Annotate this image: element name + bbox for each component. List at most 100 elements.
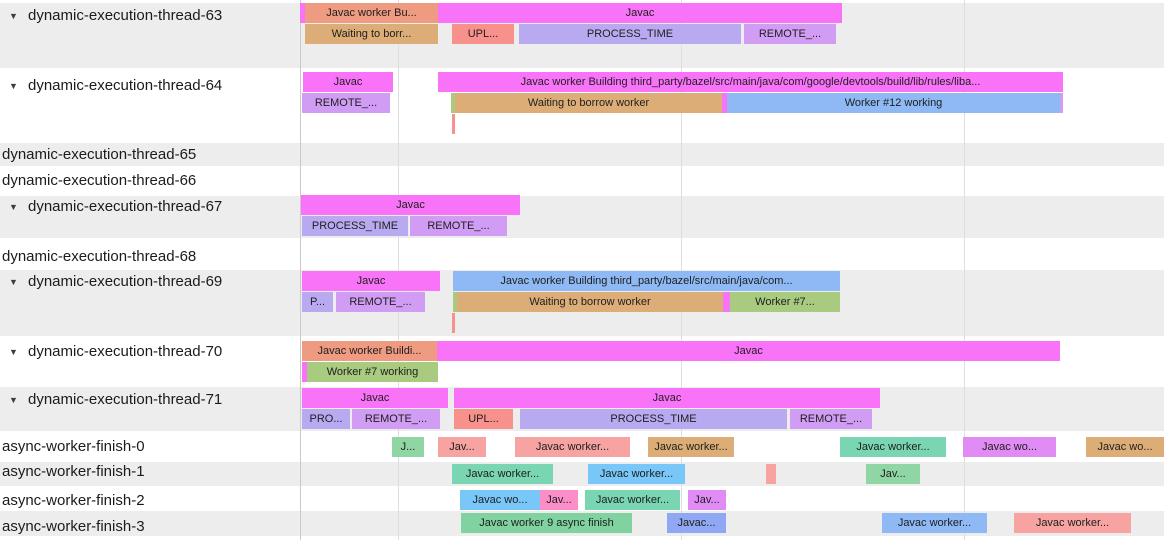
trace-slice[interactable]: Jav... <box>438 437 486 457</box>
trace-slice[interactable]: Worker #7... <box>730 292 840 312</box>
thread-name-text: dynamic-execution-thread-71 <box>28 391 223 408</box>
thread-name-text: dynamic-execution-thread-67 <box>28 198 223 215</box>
thread-label-dynamic-execution-thread-69[interactable]: ▼ dynamic-execution-thread-69 <box>0 272 222 292</box>
expand-arrow-icon[interactable]: ▼ <box>9 395 18 405</box>
thread-name-text: dynamic-execution-thread-68 <box>2 248 197 265</box>
row-band <box>0 196 1164 238</box>
trace-slice[interactable]: Javac worker Bu... <box>305 3 438 23</box>
trace-slice[interactable]: Worker #7 working <box>307 362 438 382</box>
trace-slice[interactable]: PROCESS_TIME <box>520 409 787 429</box>
thread-label-dynamic-execution-thread-66[interactable]: dynamic-execution-thread-66 <box>0 171 196 191</box>
trace-slice-sliver[interactable] <box>452 114 455 134</box>
trace-slice[interactable]: Javac worker... <box>588 464 685 484</box>
trace-slice[interactable]: Javac worker... <box>585 490 680 510</box>
trace-slice[interactable]: UPL... <box>454 409 513 429</box>
thread-label-dynamic-execution-thread-65[interactable]: dynamic-execution-thread-65 <box>0 145 196 165</box>
trace-slice-sliver[interactable] <box>1060 93 1063 113</box>
trace-slice[interactable]: J... <box>392 437 424 457</box>
trace-slice[interactable]: Javac worker... <box>882 513 987 533</box>
trace-slice[interactable]: Javac <box>303 72 393 92</box>
trace-slice[interactable]: Javac wo... <box>963 437 1056 457</box>
trace-slice[interactable]: Jav... <box>866 464 920 484</box>
trace-slice[interactable]: Javac <box>302 271 440 291</box>
trace-slice-sliver[interactable] <box>451 93 455 113</box>
trace-slice[interactable]: REMOTE_... <box>336 292 425 312</box>
thread-name-text: dynamic-execution-thread-66 <box>2 172 197 189</box>
expand-arrow-icon[interactable]: ▼ <box>9 347 18 357</box>
trace-slice-sliver[interactable] <box>722 93 727 113</box>
trace-slice[interactable]: Javac <box>437 341 1060 361</box>
trace-slice[interactable]: Javac <box>438 3 842 23</box>
trace-slice[interactable]: Waiting to borrow worker <box>457 292 723 312</box>
trace-slice[interactable]: Javac worker Buildi... <box>302 341 437 361</box>
expand-arrow-icon[interactable]: ▼ <box>9 11 18 21</box>
trace-slice[interactable]: PROCESS_TIME <box>302 216 408 236</box>
trace-slice[interactable]: Javac wo... <box>460 490 540 510</box>
trace-slice[interactable]: Jav... <box>688 490 726 510</box>
row-band <box>0 143 1164 166</box>
trace-slice-sliver[interactable] <box>453 292 457 312</box>
time-gridline <box>681 0 682 540</box>
panel-divider <box>300 0 301 540</box>
trace-slice[interactable]: Javac worker... <box>515 437 630 457</box>
trace-slice[interactable]: Javac worker... <box>1014 513 1131 533</box>
trace-slice-sliver[interactable] <box>452 313 455 333</box>
trace-slice[interactable]: REMOTE_... <box>790 409 872 429</box>
trace-slice[interactable]: Javac worker Building third_party/bazel/… <box>453 271 840 291</box>
trace-slice[interactable]: Javac <box>301 195 520 215</box>
trace-slice[interactable]: REMOTE_... <box>352 409 440 429</box>
thread-name-text: async-worker-finish-0 <box>2 438 145 455</box>
thread-label-dynamic-execution-thread-70[interactable]: ▼ dynamic-execution-thread-70 <box>0 342 222 362</box>
trace-slice[interactable]: Javac <box>302 388 448 408</box>
trace-slice[interactable]: REMOTE_... <box>410 216 507 236</box>
thread-label-dynamic-execution-thread-63[interactable]: ▼ dynamic-execution-thread-63 <box>0 6 222 26</box>
thread-label-dynamic-execution-thread-64[interactable]: ▼ dynamic-execution-thread-64 <box>0 76 222 96</box>
thread-label-async-worker-finish-3[interactable]: async-worker-finish-3 <box>0 517 145 537</box>
thread-name-text: dynamic-execution-thread-65 <box>2 146 197 163</box>
time-gridline <box>964 0 965 540</box>
trace-slice-sliver[interactable] <box>302 362 307 382</box>
trace-slice[interactable]: Jav... <box>540 490 578 510</box>
trace-slice-sliver[interactable] <box>766 464 776 484</box>
thread-label-async-worker-finish-1[interactable]: async-worker-finish-1 <box>0 462 145 482</box>
row-band <box>0 166 1164 196</box>
trace-slice[interactable]: Javac worker 9 async finish <box>461 513 632 533</box>
trace-slice[interactable]: Waiting to borr... <box>305 24 438 44</box>
trace-slice[interactable]: Javac wo... <box>1086 437 1164 457</box>
trace-slice[interactable]: Waiting to borrow worker <box>455 93 722 113</box>
time-gridline <box>398 0 399 540</box>
thread-name-text: async-worker-finish-3 <box>2 518 145 535</box>
row-band <box>0 486 1164 511</box>
thread-name-text: dynamic-execution-thread-64 <box>28 77 223 94</box>
trace-slice[interactable]: Javac <box>454 388 880 408</box>
trace-slice[interactable]: REMOTE_... <box>302 93 390 113</box>
trace-slice[interactable]: Javac worker Building third_party/bazel/… <box>438 72 1063 92</box>
thread-label-dynamic-execution-thread-67[interactable]: ▼ dynamic-execution-thread-67 <box>0 197 222 217</box>
trace-slice[interactable]: Javac... <box>667 513 726 533</box>
thread-label-async-worker-finish-2[interactable]: async-worker-finish-2 <box>0 491 145 511</box>
thread-label-dynamic-execution-thread-71[interactable]: ▼ dynamic-execution-thread-71 <box>0 390 222 410</box>
expand-arrow-icon[interactable]: ▼ <box>9 277 18 287</box>
trace-slice[interactable]: Javac worker... <box>452 464 553 484</box>
trace-slice[interactable]: PROCESS_TIME <box>519 24 741 44</box>
trace-slice[interactable]: PRO... <box>302 409 350 429</box>
row-band <box>0 536 1164 540</box>
thread-name-text: dynamic-execution-thread-63 <box>28 7 223 24</box>
row-band <box>0 238 1164 270</box>
row-band <box>0 462 1164 486</box>
trace-slice[interactable]: UPL... <box>452 24 514 44</box>
thread-name-text: dynamic-execution-thread-70 <box>28 343 223 360</box>
trace-slice-sliver[interactable] <box>300 3 305 23</box>
trace-slice[interactable]: Javac worker... <box>840 437 946 457</box>
trace-slice[interactable]: Javac worker... <box>648 437 734 457</box>
trace-slice[interactable]: P... <box>302 292 333 312</box>
trace-slice-sliver[interactable] <box>723 292 730 312</box>
trace-slice[interactable]: Worker #12 working <box>727 93 1060 113</box>
thread-label-dynamic-execution-thread-68[interactable]: dynamic-execution-thread-68 <box>0 247 196 267</box>
thread-name-text: async-worker-finish-1 <box>2 463 145 480</box>
thread-label-async-worker-finish-0[interactable]: async-worker-finish-0 <box>0 437 145 457</box>
expand-arrow-icon[interactable]: ▼ <box>9 202 18 212</box>
expand-arrow-icon[interactable]: ▼ <box>9 81 18 91</box>
trace-slice[interactable]: REMOTE_... <box>744 24 836 44</box>
